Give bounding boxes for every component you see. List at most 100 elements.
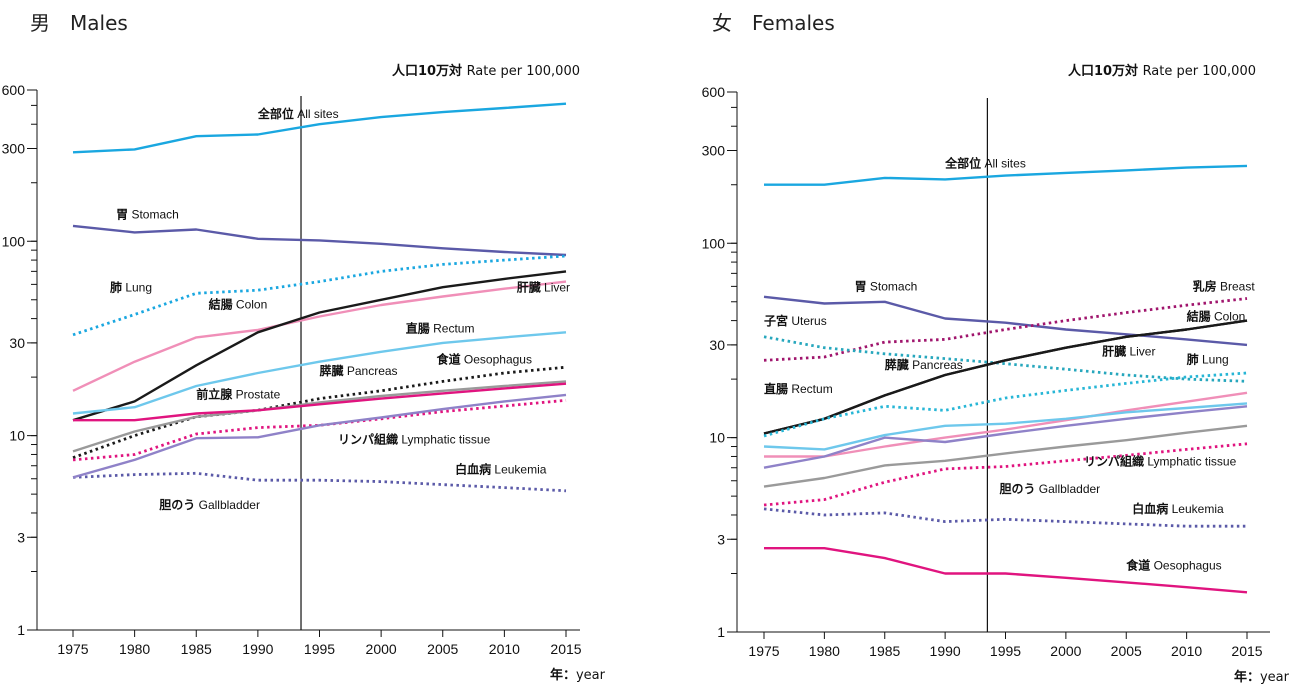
- series-label: 胆のう Gallbladder: [999, 481, 1100, 496]
- x-tick-label: 2010: [489, 641, 520, 657]
- series-label-jp: リンパ組織: [338, 432, 401, 447]
- series-label: 胃 Stomach: [855, 280, 918, 294]
- y-tick-label: 30: [9, 335, 25, 351]
- series-line: [763, 371, 1248, 438]
- series-line: [763, 402, 1248, 451]
- series-label: 食道 Oesophagus: [1125, 557, 1221, 572]
- series-line: [72, 270, 567, 422]
- x-axis-unit-jp: 年：: [1234, 669, 1260, 684]
- series-line: [763, 405, 1248, 469]
- series-label-en: Stomach: [131, 207, 178, 221]
- series-label-en: Oesophagus: [1154, 558, 1222, 572]
- series-label-en: Pancreas: [912, 358, 963, 372]
- series-label-en: Liver: [544, 281, 570, 295]
- series-label-en: Rectum: [433, 321, 474, 335]
- series-label-jp: 結腸: [1187, 309, 1214, 324]
- series-label: 胃 Stomach: [116, 207, 179, 221]
- series-line: [72, 393, 567, 479]
- y-tick-label: 30: [709, 337, 725, 353]
- series-line: [763, 424, 1248, 488]
- x-axis-unit: 年：year: [550, 667, 606, 683]
- chart-panel-males: 男 Males 人口10万対 Rate per 100,000 1 3 10 30 100 3…: [2, 11, 606, 683]
- series-label: 膵臓 Pancreas: [320, 363, 398, 378]
- series-label-en: All sites: [297, 107, 338, 121]
- y-tick-label: 1: [17, 622, 25, 638]
- series-line: [72, 398, 567, 462]
- series-label-en: Prostate: [236, 388, 281, 402]
- rate-label: 人口10万対 Rate per 100,000: [392, 63, 580, 79]
- chart-title: 女 Females: [712, 11, 835, 35]
- chart-title: 男 Males: [30, 11, 128, 35]
- series-line: [72, 254, 567, 337]
- x-tick-label: 1990: [242, 641, 273, 657]
- series-line: [763, 335, 1248, 383]
- series-label-jp: 胆のう: [159, 497, 198, 512]
- series-label-jp: 胃: [855, 280, 870, 294]
- series-label-jp: 白血病: [455, 461, 494, 476]
- series-line: [72, 331, 567, 415]
- y-tick-label: 3: [717, 531, 725, 547]
- series-label: リンパ組織 Lymphatic tissue: [1084, 453, 1237, 468]
- series-line: [72, 280, 567, 392]
- rate-label: 人口10万対 Rate per 100,000: [1068, 63, 1256, 79]
- y-tick-label: 3: [17, 529, 25, 545]
- series-label-en: Lung: [125, 281, 152, 295]
- series-label-en: Stomach: [870, 280, 917, 294]
- series-line: [73, 382, 567, 422]
- x-tick-label: 1975: [748, 643, 779, 659]
- series-label-en: Pancreas: [347, 364, 398, 378]
- x-tick-label: 1990: [930, 643, 961, 659]
- series-label: 肺 Lung: [1187, 352, 1229, 367]
- rate-label-jp: 人口10万対: [392, 63, 467, 79]
- series-line: [763, 319, 1248, 435]
- x-tick-label: 2015: [550, 641, 581, 657]
- series-line: [72, 471, 567, 493]
- series-label-en: Breast: [1220, 280, 1255, 294]
- x-axis-unit: 年：year: [1234, 669, 1290, 684]
- x-tick-label: 2005: [427, 641, 458, 657]
- y-tick-label: 100: [2, 233, 26, 249]
- series-label-en: All sites: [984, 157, 1025, 171]
- series-line: [763, 295, 1248, 347]
- series-label-jp: 全部位: [944, 156, 984, 171]
- series-label-en: Oesophagus: [464, 353, 532, 367]
- series-label: リンパ組織 Lymphatic tissue: [338, 432, 491, 447]
- y-tick-label: 300: [2, 141, 26, 157]
- series-label: 白血病 Leukemia: [1132, 501, 1224, 516]
- chart-panel-females: 女 Females 人口10万対 Rate per 100,000 1 3 10 30 10…: [702, 11, 1290, 684]
- series-label-en: Lung: [1202, 353, 1229, 367]
- series-label: 肝臓 Liver: [1102, 343, 1155, 358]
- series-label-jp: 胃: [116, 207, 131, 221]
- x-tick-label: 1975: [57, 641, 88, 657]
- series-label-en: Lymphatic tissue: [1147, 454, 1236, 468]
- y-tick-label: 10: [9, 428, 25, 444]
- x-tick-label: 2000: [1050, 643, 1081, 659]
- series-label-en: Uterus: [791, 314, 826, 328]
- y-tick-label: 300: [702, 143, 726, 159]
- series-line: [72, 380, 567, 453]
- x-axis-unit-en: year: [576, 668, 606, 683]
- series-label: 結腸 Colon: [1187, 309, 1246, 324]
- y-tick-label: 100: [702, 235, 726, 251]
- y-tick-label: 10: [709, 430, 725, 446]
- series-label-en: Gallbladder: [1039, 482, 1100, 496]
- series-label-en: Liver: [1129, 344, 1155, 358]
- series-line: [764, 164, 1248, 186]
- series-label-jp: 乳房: [1193, 279, 1220, 294]
- series-label-en: Lymphatic tissue: [401, 433, 490, 447]
- rate-label-en: Rate per 100,000: [467, 64, 580, 79]
- series-label-jp: 胆のう: [999, 481, 1038, 496]
- series-line: [763, 297, 1248, 362]
- series-label: 膵臓 Pancreas: [885, 357, 963, 372]
- series-label-jp: 肝臓: [517, 280, 544, 295]
- series-label: 直腸 Rectum: [764, 381, 833, 396]
- series-line: [764, 547, 1248, 594]
- x-axis-unit-en: year: [1260, 670, 1290, 684]
- series-label: 全部位 All sites: [257, 106, 339, 121]
- series-label-jp: 食道: [1125, 557, 1153, 572]
- rate-label-jp: 人口10万対: [1068, 63, 1143, 79]
- series-label: 結腸 Colon: [209, 297, 268, 312]
- series-line: [72, 102, 567, 154]
- series-line: [763, 507, 1247, 528]
